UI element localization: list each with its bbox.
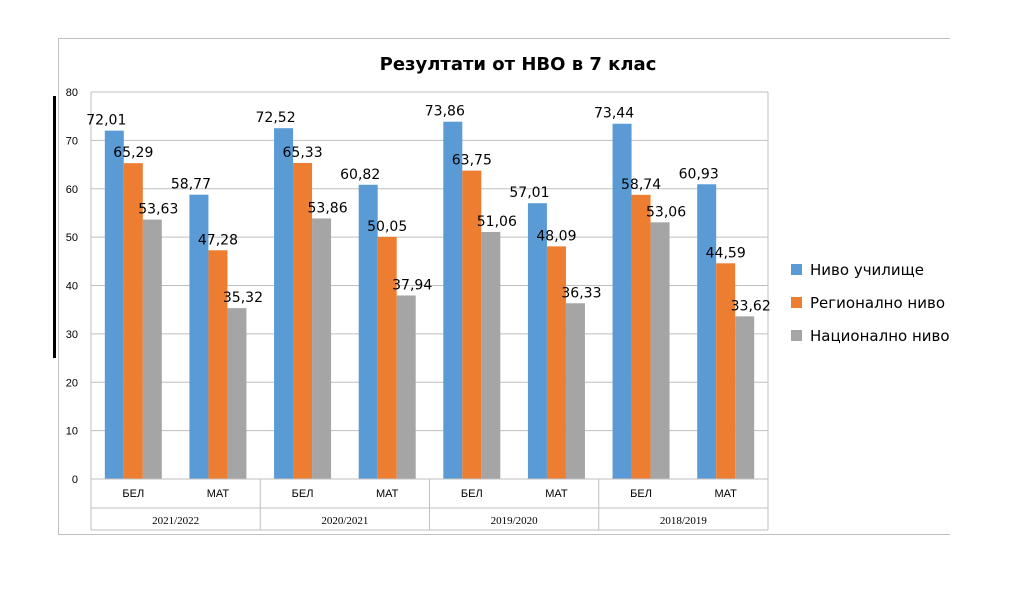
data-label: 72,52 — [256, 110, 296, 126]
chart-frame — [58, 38, 950, 535]
data-label: 60,93 — [679, 166, 719, 182]
y-tick-label: 20 — [66, 377, 78, 389]
bar — [631, 194, 651, 479]
x-tick-label: БЕЛ — [461, 488, 483, 500]
bar — [227, 308, 247, 479]
data-label: 53,86 — [308, 200, 348, 216]
bar — [312, 218, 332, 479]
bar — [735, 316, 755, 479]
legend-crop-mask — [950, 240, 1024, 380]
y-tick-label: 70 — [66, 135, 78, 147]
data-label: 57,01 — [509, 185, 549, 201]
y-tick-label: 80 — [66, 87, 78, 99]
group-label: 2020/2021 — [321, 515, 368, 527]
bar — [443, 121, 463, 480]
data-label: 37,94 — [392, 277, 432, 293]
data-label: 53,63 — [138, 202, 178, 218]
legend-label: Ниво училище — [810, 261, 924, 279]
data-label: 63,75 — [452, 153, 492, 169]
x-tick-label: БЕЛ — [630, 488, 652, 500]
bar — [481, 231, 501, 479]
data-label: 60,82 — [340, 167, 380, 183]
group-label: 2021/2022 — [152, 515, 199, 527]
bar — [716, 263, 736, 479]
bar — [358, 184, 378, 479]
legend-label: Национално ниво — [810, 327, 950, 345]
data-label: 58,74 — [621, 177, 661, 193]
data-label: 47,28 — [198, 232, 238, 248]
data-label: 50,05 — [367, 219, 407, 235]
bar — [527, 203, 547, 480]
legend-label: Регионално ниво — [810, 294, 945, 312]
data-label: 51,06 — [477, 214, 517, 230]
data-label: 33,62 — [731, 298, 771, 314]
data-label: 53,06 — [646, 204, 686, 220]
bar — [293, 162, 313, 479]
bar — [650, 222, 670, 479]
y-tick-label: 40 — [66, 281, 78, 293]
bar — [142, 219, 162, 479]
data-label: 58,77 — [171, 177, 211, 193]
x-tick-label: МАТ — [207, 488, 230, 500]
y-tick-label: 60 — [66, 184, 78, 196]
bar — [462, 170, 482, 479]
bar — [546, 246, 566, 479]
bar — [104, 130, 124, 480]
data-label: 65,33 — [283, 145, 323, 161]
legend-swatch — [791, 297, 802, 308]
bar — [377, 236, 397, 479]
legend-swatch — [791, 264, 802, 275]
data-label: 44,59 — [706, 245, 746, 261]
data-label: 65,29 — [113, 145, 153, 161]
data-label: 48,09 — [536, 228, 576, 244]
x-tick-label: БЕЛ — [122, 488, 144, 500]
legend-swatch — [791, 330, 802, 341]
data-label: 73,86 — [425, 104, 465, 120]
chart-title: Резултати от НВО в 7 клас — [380, 54, 657, 75]
y-tick-label: 50 — [66, 232, 78, 244]
y-tick-label: 0 — [72, 474, 78, 486]
bar — [208, 250, 228, 479]
bar — [274, 128, 294, 479]
data-label: 35,32 — [223, 290, 263, 306]
data-label: 36,33 — [561, 285, 601, 301]
y-tick-label: 10 — [66, 426, 78, 438]
x-tick-label: МАТ — [376, 488, 399, 500]
x-tick-label: МАТ — [545, 488, 568, 500]
bar — [612, 123, 632, 479]
bar — [189, 194, 209, 479]
bar — [123, 163, 143, 480]
y-tick-label: 30 — [66, 329, 78, 341]
data-label: 73,44 — [594, 106, 634, 122]
x-tick-label: БЕЛ — [292, 488, 314, 500]
left-edge-mark — [53, 96, 56, 358]
x-tick-label: МАТ — [715, 488, 738, 500]
bar — [697, 184, 717, 479]
bar — [565, 303, 585, 479]
data-label: 72,01 — [86, 113, 126, 129]
group-label: 2018/2019 — [660, 515, 708, 527]
group-label: 2019/2020 — [491, 515, 539, 527]
bar — [396, 295, 416, 479]
